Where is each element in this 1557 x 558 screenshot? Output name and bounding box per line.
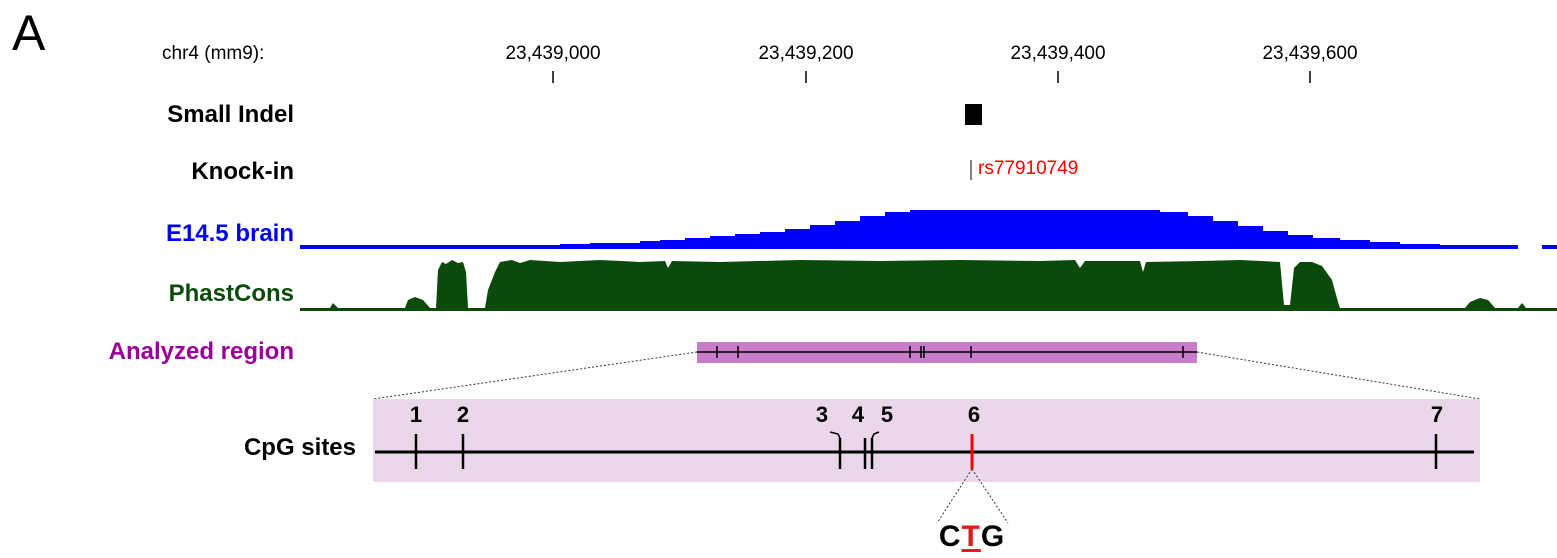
mutated-codon: CTG [939, 522, 1005, 552]
e14-5-brain-signal [300, 210, 1518, 249]
track-label-e14-5-brain: E14.5 brain [165, 220, 294, 247]
coordinate-tick-label: 23,439,400 [1010, 43, 1106, 64]
codon-base-after: G [980, 520, 1006, 553]
cpg-site-number: 4 [851, 402, 865, 427]
cpg-site-number: 3 [815, 402, 829, 427]
codon-callout-right [971, 468, 1009, 524]
cpg-site-number: 2 [456, 402, 470, 427]
zoom-connectors [372, 351, 1481, 400]
assembly-label: chr4 (mm9): [162, 43, 265, 64]
site-3-leader [829, 431, 841, 439]
codon-base-mutated: T [961, 520, 981, 553]
zoom-connector-right [1196, 351, 1481, 400]
panel-letter: A [12, 5, 46, 61]
codon-callout-left [936, 468, 973, 524]
e14-5-brain-signal-segment [1542, 245, 1557, 249]
cpg-site-ticks [414, 434, 1438, 469]
cpg-zoom-box [373, 399, 1480, 482]
cpg-site-number: 6 [967, 402, 981, 427]
codon-callout [936, 468, 1009, 524]
phastcons-signal [300, 260, 1557, 311]
track-label-analyzed-region: Analyzed region [108, 338, 294, 365]
track-label-phastcons: PhastCons [168, 280, 294, 307]
track-label-small-indel: Small Indel [167, 101, 294, 128]
track-label-knock-in: Knock-in [191, 158, 294, 185]
knock-in-variant-id: rs77910749 [978, 158, 1079, 179]
site-5-leader [871, 431, 880, 439]
cpg-site-number: 7 [1430, 402, 1444, 427]
cpg-site-number: 5 [880, 402, 894, 427]
coordinate-ticks [552, 71, 1311, 83]
coordinate-tick-label: 23,439,200 [758, 43, 854, 64]
codon-base-before: C [938, 520, 962, 553]
zoom-connector-left [372, 351, 698, 400]
cpg-site-number: 1 [409, 402, 423, 427]
analyzed-region-cpg-ticks [716, 346, 1184, 358]
cpg-sites-label: CpG sites [243, 434, 356, 461]
small-indel-feature [965, 104, 982, 125]
coordinate-tick-label: 23,439,000 [505, 43, 601, 64]
coordinate-tick-label: 23,439,600 [1262, 43, 1358, 64]
